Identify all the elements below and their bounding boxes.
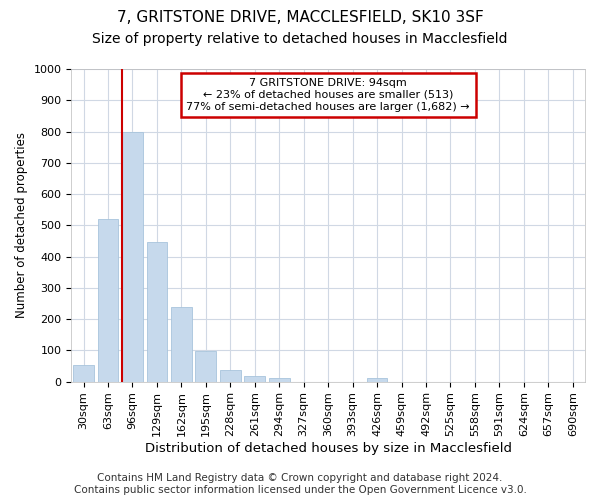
Bar [98, 219, 118, 382]
Y-axis label: Number of detached properties: Number of detached properties [15, 132, 28, 318]
Bar [220, 370, 241, 382]
Text: Size of property relative to detached houses in Macclesfield: Size of property relative to detached ho… [92, 32, 508, 46]
Text: 7, GRITSTONE DRIVE, MACCLESFIELD, SK10 3SF: 7, GRITSTONE DRIVE, MACCLESFIELD, SK10 3… [116, 10, 484, 25]
Bar [244, 376, 265, 382]
Text: 7 GRITSTONE DRIVE: 94sqm
← 23% of detached houses are smaller (513)
77% of semi-: 7 GRITSTONE DRIVE: 94sqm ← 23% of detach… [187, 78, 470, 112]
Bar [367, 378, 388, 382]
Text: Contains HM Land Registry data © Crown copyright and database right 2024.
Contai: Contains HM Land Registry data © Crown c… [74, 474, 526, 495]
Bar [73, 365, 94, 382]
Bar [269, 378, 290, 382]
Bar [122, 132, 143, 382]
X-axis label: Distribution of detached houses by size in Macclesfield: Distribution of detached houses by size … [145, 442, 512, 455]
Bar [171, 306, 192, 382]
Bar [196, 351, 216, 382]
Bar [146, 242, 167, 382]
